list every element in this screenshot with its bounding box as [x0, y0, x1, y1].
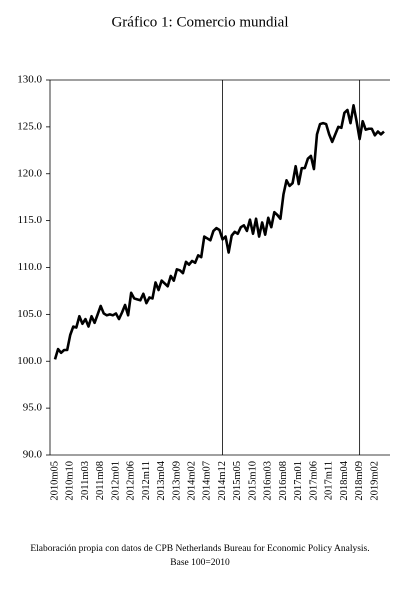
- y-tick-label: 115.0: [18, 214, 43, 226]
- x-tick-label: 2019m02: [369, 461, 380, 501]
- x-tick-label: 2010m05: [49, 461, 60, 501]
- footnote: Elaboración propia con datos de CPB Neth…: [30, 543, 369, 554]
- x-tick-label: 2012m06: [126, 461, 137, 501]
- x-tick-label: 2018m09: [354, 461, 365, 501]
- y-tick-label: 100.0: [17, 355, 42, 367]
- y-tick-label: 95.0: [23, 402, 43, 414]
- x-tick-label: 2015m05: [232, 461, 243, 501]
- x-tick-label: 2014m12: [217, 461, 228, 501]
- footnote: Base 100=2010: [170, 558, 230, 568]
- y-tick-label: 110.0: [18, 261, 43, 273]
- x-tick-label: 2010m10: [65, 461, 76, 501]
- x-tick-label: 2014m07: [202, 461, 213, 501]
- x-tick-label: 2016m08: [278, 461, 289, 501]
- data-line: [53, 104, 385, 360]
- x-tick-label: 2011m08: [95, 461, 106, 500]
- x-tick-label: 2014m02: [186, 461, 197, 501]
- x-tick-label: 2016m03: [263, 461, 274, 501]
- y-tick-label: 120.0: [17, 167, 42, 179]
- x-tick-label: 2018m04: [339, 460, 350, 500]
- x-tick-label: 2017m11: [324, 461, 335, 500]
- x-tick-label: 2011m03: [80, 461, 91, 500]
- chart-title: Gráfico 1: Comercio mundial: [111, 14, 288, 30]
- x-tick-label: 2015m10: [247, 461, 258, 501]
- x-tick-label: 2013m04: [156, 460, 167, 500]
- y-tick-label: 130.0: [17, 74, 42, 86]
- x-tick-label: 2017m06: [308, 461, 319, 501]
- y-tick-label: 105.0: [17, 308, 42, 320]
- x-tick-label: 2012m11: [141, 461, 152, 500]
- x-tick-label: 2013m09: [171, 461, 182, 501]
- x-tick-label: 2012m01: [110, 461, 121, 501]
- y-tick-label: 90.0: [23, 449, 43, 461]
- y-tick-label: 125.0: [17, 120, 42, 132]
- x-tick-label: 2017m01: [293, 461, 304, 501]
